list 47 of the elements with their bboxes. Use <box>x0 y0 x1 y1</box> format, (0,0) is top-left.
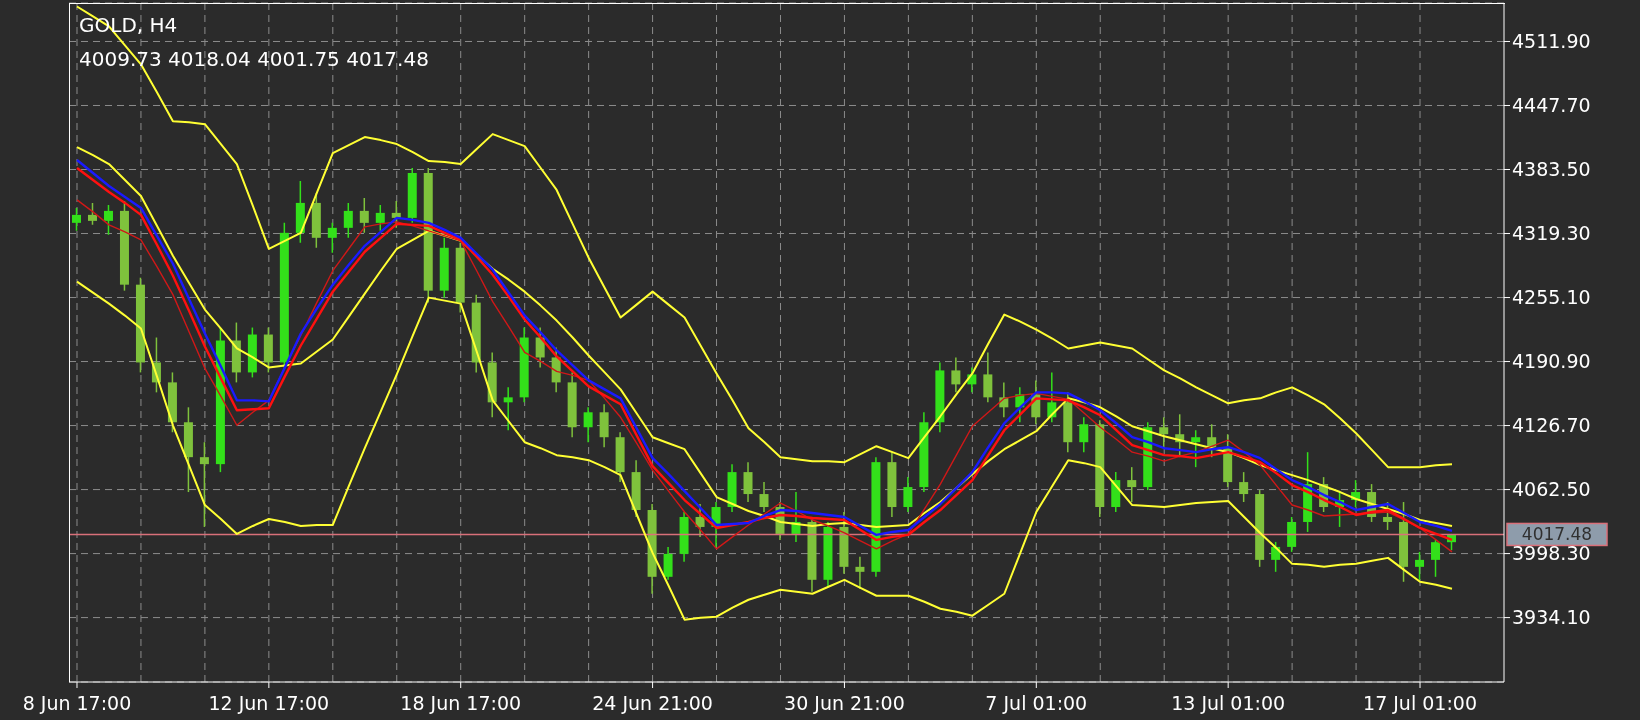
candlestick <box>1159 416 1169 448</box>
candlestick <box>503 386 513 431</box>
candlestick <box>1431 539 1441 578</box>
candlestick <box>983 351 993 404</box>
x-tick-label: 30 Jun 21:00 <box>784 692 905 714</box>
candlestick <box>359 197 369 234</box>
y-tick-label: 3934.10 <box>1512 606 1591 629</box>
x-tick-label: 7 Jul 01:00 <box>985 692 1088 714</box>
candlestick <box>759 481 769 513</box>
y-tick-label: 4062.50 <box>1512 478 1591 501</box>
candlestick <box>1191 429 1201 468</box>
x-tick-label: 17 Jul 01:00 <box>1363 692 1477 714</box>
candlestick <box>903 476 913 513</box>
line-series <box>75 5 1454 469</box>
candlestick <box>72 207 81 232</box>
candlestick <box>87 202 97 226</box>
candlestick <box>343 202 353 239</box>
y-tick-label: 4319.30 <box>1512 222 1591 245</box>
y-tick-label: 3998.30 <box>1512 542 1591 565</box>
candlestick <box>375 204 385 232</box>
candlestick <box>855 556 865 590</box>
candlestick <box>1079 416 1089 453</box>
y-tick-label: 4255.10 <box>1512 286 1591 309</box>
candlestick <box>1415 551 1425 581</box>
candlestick <box>1127 466 1137 503</box>
candlestick <box>951 356 961 394</box>
candlestick <box>103 204 113 236</box>
candlestick <box>743 461 753 503</box>
y-tick-label: 4383.50 <box>1512 158 1591 181</box>
ref-line-label: 4017.48 <box>1521 524 1593 545</box>
candlestick <box>1239 471 1249 503</box>
x-tick-label: 24 Jun 21:00 <box>592 692 713 714</box>
x-tick-label: 12 Jun 17:00 <box>208 692 330 714</box>
line-series <box>75 280 1454 621</box>
candlestick <box>327 222 337 254</box>
candlestick <box>663 546 673 581</box>
y-tick-label: 4126.70 <box>1512 414 1591 437</box>
x-tick-label: 18 Jun 17:00 <box>400 692 522 714</box>
candlestick <box>1383 501 1393 531</box>
y-tick-label: 4190.90 <box>1512 350 1591 373</box>
candlestick <box>583 406 593 443</box>
y-tick-label: 4511.90 <box>1512 30 1591 53</box>
y-tick-label: 4447.70 <box>1512 94 1591 117</box>
x-tick-label: 13 Jul 01:00 <box>1171 692 1286 714</box>
candlestick <box>199 441 209 528</box>
x-tick-label: 8 Jun 17:00 <box>22 692 132 714</box>
candlestick <box>695 503 705 538</box>
